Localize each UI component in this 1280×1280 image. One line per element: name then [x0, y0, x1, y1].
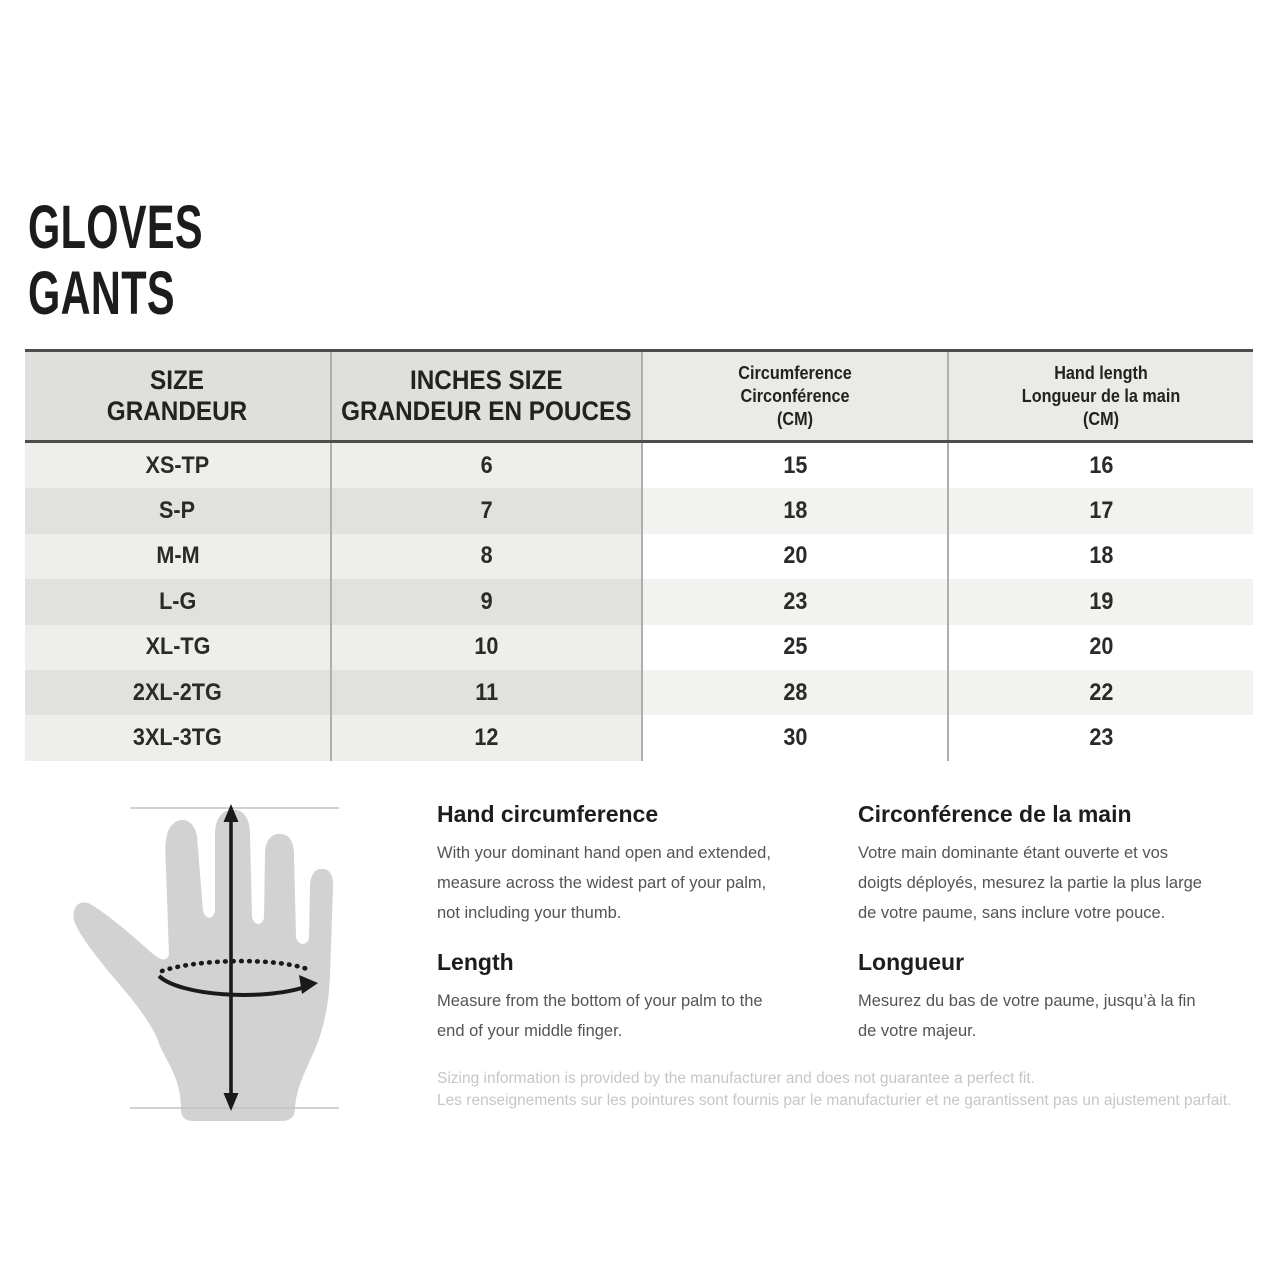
sizing-disclaimer: Sizing information is provided by the ma… — [437, 1068, 1237, 1112]
disclaimer-en: Sizing information is provided by the ma… — [437, 1070, 1035, 1087]
hand-illustration — [62, 790, 407, 1135]
table-row: XS-TP 6 15 16 — [25, 443, 1253, 489]
circumference-value: 28 — [782, 678, 808, 706]
hand-length-value: 23 — [1088, 724, 1114, 752]
inches-value: 9 — [480, 587, 493, 615]
circumference-value: 25 — [782, 633, 808, 661]
size-value: M-M — [155, 542, 200, 570]
hand-length-value: 19 — [1088, 587, 1114, 615]
length-text-en: Measure from the bottom of your palm to … — [437, 992, 763, 1040]
table-row: M-M 8 20 18 — [25, 533, 1253, 580]
inches-value: 11 — [475, 678, 498, 706]
hand-silhouette — [73, 809, 334, 1121]
hand-circumference-text-fr: Votre main dominante étant ouverte et vo… — [858, 844, 1202, 922]
inches-value: 10 — [474, 633, 499, 661]
table-row: 2XL-2TG 11 28 22 — [25, 669, 1253, 716]
hand-circumference-heading-en: Hand circumference — [437, 801, 659, 827]
circumference-value: 15 — [782, 451, 808, 479]
size-value: 3XL-3TG — [133, 724, 222, 752]
circumference-value: 30 — [782, 724, 808, 752]
disclaimer-fr: Les renseignements sur les pointures son… — [437, 1092, 1232, 1109]
circumference-value: 20 — [782, 542, 808, 570]
hand-length-value: 18 — [1088, 542, 1114, 570]
hand-circumference-text-en: With your dominant hand open and extende… — [437, 844, 771, 922]
length-arrow — [223, 804, 239, 1111]
size-table-header: SIZE GRANDEUR INCHES SIZE GRANDEUR EN PO… — [25, 352, 1253, 443]
table-row: 3XL-3TG 12 30 23 — [25, 715, 1253, 761]
circumference-tape — [157, 958, 318, 997]
hand-length-value: 22 — [1088, 678, 1114, 706]
size-table-body: XS-TP 6 15 16 S-P 7 18 17 M-M 8 20 18 L-… — [25, 443, 1253, 761]
table-row: L-G 9 23 19 — [25, 579, 1253, 625]
column-header-inches: INCHES SIZE GRANDEUR EN POUCES — [330, 352, 641, 440]
inches-value: 7 — [480, 497, 493, 525]
measure-guide-fr: Circonférence de la main Votre main domi… — [858, 800, 1214, 1050]
title-fr: GANTS — [28, 259, 175, 327]
table-row: S-P 7 18 17 — [25, 488, 1253, 534]
hand-measurement-diagram-icon — [73, 804, 339, 1121]
inches-value: 6 — [480, 451, 493, 479]
size-value: 2XL-2TG — [133, 678, 222, 706]
inches-value: 12 — [474, 724, 499, 752]
circumference-value: 18 — [782, 497, 808, 525]
hand-circumference-heading-fr: Circonférence de la main — [858, 801, 1132, 827]
hand-length-value: 20 — [1088, 633, 1114, 661]
size-value: S-P — [159, 497, 196, 525]
hand-length-value: 17 — [1088, 497, 1114, 525]
size-table: SIZE GRANDEUR INCHES SIZE GRANDEUR EN PO… — [25, 349, 1253, 761]
circumference-value: 23 — [782, 587, 808, 615]
hand-length-value: 16 — [1088, 451, 1114, 479]
column-header-circumference: Circumference Circonférence (CM) — [641, 352, 947, 440]
page-title: GLOVES GANTS — [28, 194, 285, 326]
size-value: XS-TP — [145, 451, 210, 479]
table-row: XL-TG 10 25 20 — [25, 624, 1253, 670]
title-en: GLOVES — [28, 193, 203, 261]
length-heading-fr: Longueur — [858, 949, 965, 975]
length-heading-en: Length — [437, 949, 514, 975]
inches-value: 8 — [480, 542, 493, 570]
measure-guide-en: Hand circumference With your dominant ha… — [437, 800, 793, 1050]
size-value: L-G — [158, 587, 197, 615]
length-text-fr: Mesurez du bas de votre paume, jusqu’à l… — [858, 992, 1196, 1040]
column-header-size: SIZE GRANDEUR — [25, 352, 330, 440]
column-header-hand-length: Hand length Longueur de la main (CM) — [947, 352, 1253, 440]
size-value: XL-TG — [145, 633, 210, 661]
